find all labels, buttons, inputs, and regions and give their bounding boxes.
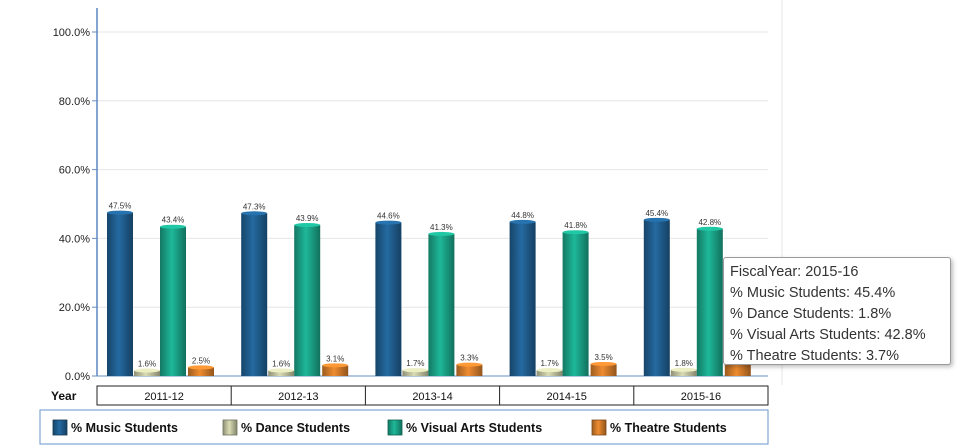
bar-visual-arts-students-2015-16 <box>696 228 723 376</box>
bar-theatre-students-2011-12 <box>188 367 214 376</box>
data-label: 45.4% <box>645 209 668 218</box>
bar-top-visual-arts-students-2011-12 <box>160 224 186 229</box>
tooltip-fiscal-year: FiscalYear: 2015-16 <box>730 264 859 280</box>
data-label: 41.3% <box>430 223 453 232</box>
bar-theatre-students-2014-15 <box>590 363 617 376</box>
bar-visual-arts-students-2013-14 <box>428 233 455 376</box>
bar-top-visual-arts-students-2015-16 <box>696 226 723 231</box>
category-label: 2015-16 <box>681 391 721 403</box>
category-label: 2013-14 <box>412 391 452 403</box>
data-label: 43.4% <box>162 216 185 225</box>
legend-label-theatre-students: % Theatre Students <box>610 421 727 435</box>
category-label: 2012-13 <box>278 391 318 403</box>
data-label: 47.3% <box>243 202 266 211</box>
bar-theatre-students-2012-13 <box>322 365 349 376</box>
bar-top-visual-arts-students-2012-13 <box>294 222 321 227</box>
bar-music-students-2011-12 <box>107 212 133 376</box>
bar-top-dance-students-2012-13 <box>268 368 295 373</box>
bar-top-theatre-students-2014-15 <box>590 361 617 366</box>
bar-top-dance-students-2013-14 <box>402 368 429 373</box>
data-label: 1.6% <box>138 359 156 368</box>
bar-music-students-2012-13 <box>241 213 268 376</box>
data-label: 41.8% <box>564 221 587 230</box>
bar-top-music-students-2012-13 <box>241 211 268 216</box>
bar-top-theatre-students-2013-14 <box>456 362 483 367</box>
legend-label-music-students: % Music Students <box>71 421 178 435</box>
bar-top-music-students-2014-15 <box>509 219 536 224</box>
bar-dance-students-2015-16 <box>670 369 697 376</box>
bar-dance-students-2013-14 <box>402 370 429 376</box>
bar-top-theatre-students-2012-13 <box>322 363 349 368</box>
bar-top-music-students-2011-12 <box>107 210 133 215</box>
data-label: 1.6% <box>272 359 290 368</box>
data-label: 2.5% <box>192 356 210 365</box>
legend-swatch-visual-arts-students <box>387 419 403 436</box>
tooltip-visual-arts: % Visual Arts Students: 42.8% <box>730 327 926 343</box>
legend-swatch-music-students <box>52 419 68 436</box>
bar-dance-students-2014-15 <box>536 370 563 376</box>
data-label: 44.6% <box>377 212 400 221</box>
data-label: 1.8% <box>675 359 693 368</box>
y-tick-label: 60.0% <box>59 165 90 177</box>
bar-theatre-students-2013-14 <box>456 364 483 376</box>
bar-top-visual-arts-students-2013-14 <box>428 231 455 236</box>
bar-top-dance-students-2015-16 <box>670 367 697 372</box>
tooltip-theatre: % Theatre Students: 3.7% <box>730 348 900 364</box>
legend-label-dance-students: % Dance Students <box>241 421 350 435</box>
bar-top-dance-students-2011-12 <box>134 368 160 373</box>
data-label: 44.8% <box>511 211 534 220</box>
bar-top-music-students-2013-14 <box>375 220 402 225</box>
legend-label-visual-arts-students: % Visual Arts Students <box>406 421 542 435</box>
legend-swatch-dance-students <box>222 419 238 436</box>
data-label: 3.3% <box>460 354 478 363</box>
category-label: 2011-12 <box>144 391 184 403</box>
data-label: 3.5% <box>594 353 612 362</box>
bar-visual-arts-students-2014-15 <box>562 232 589 376</box>
bar-top-dance-students-2014-15 <box>536 368 563 373</box>
category-axis-title: Year <box>51 389 77 403</box>
y-tick-label: 80.0% <box>59 96 90 108</box>
data-label: 3.1% <box>326 354 344 363</box>
data-label: 42.8% <box>698 218 721 227</box>
category-label: 2014-15 <box>547 391 587 403</box>
data-label: 1.7% <box>406 359 424 368</box>
bar-music-students-2013-14 <box>375 222 402 376</box>
data-label: 47.5% <box>109 202 132 211</box>
data-label: 1.7% <box>540 359 558 368</box>
legend-box <box>39 409 769 445</box>
legend-swatch-theatre-students <box>591 419 607 436</box>
bar-top-visual-arts-students-2014-15 <box>562 230 589 235</box>
chart-tooltip: FiscalYear: 2015-16 % Music Students: 45… <box>723 257 951 365</box>
bar-visual-arts-students-2012-13 <box>294 224 321 376</box>
bar-music-students-2015-16 <box>643 219 670 376</box>
y-tick-label: 20.0% <box>59 302 90 314</box>
bar-dance-students-2012-13 <box>268 370 295 376</box>
bar-theatre-students-2015-16 <box>724 363 751 376</box>
bar-visual-arts-students-2011-12 <box>160 226 186 376</box>
category-axis-table <box>96 385 769 406</box>
bar-top-theatre-students-2011-12 <box>188 365 214 370</box>
y-tick-label: 40.0% <box>59 233 90 245</box>
bar-top-music-students-2015-16 <box>643 217 670 222</box>
tooltip-dance: % Dance Students: 1.8% <box>730 306 892 322</box>
y-tick-label: 0.0% <box>65 371 90 383</box>
bar-music-students-2014-15 <box>509 221 536 376</box>
data-label: 43.9% <box>296 214 319 223</box>
y-tick-label: 100.0% <box>53 27 91 39</box>
bar-dance-students-2011-12 <box>134 370 160 376</box>
tooltip-music: % Music Students: 45.4% <box>730 285 896 301</box>
